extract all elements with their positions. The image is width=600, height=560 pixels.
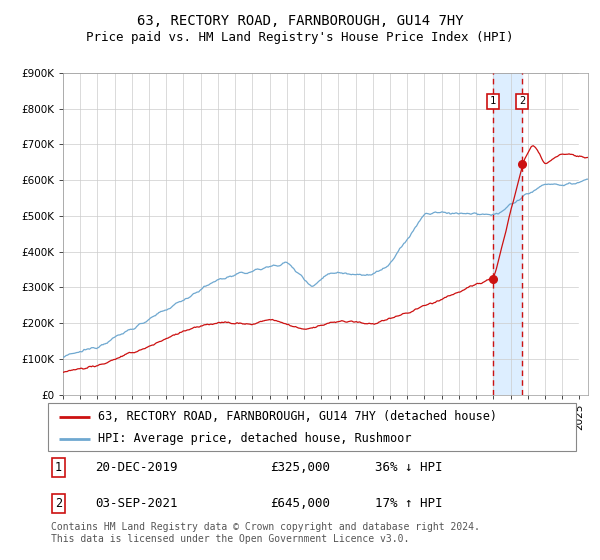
Bar [580,73,588,395]
Text: 20-DEC-2019: 20-DEC-2019 [95,461,178,474]
Text: 2: 2 [519,96,525,106]
Text: 1: 1 [55,461,62,474]
Text: £325,000: £325,000 [270,461,330,474]
Text: 1: 1 [490,96,496,106]
Text: 03-SEP-2021: 03-SEP-2021 [95,497,178,510]
Bar [493,73,522,395]
Text: £645,000: £645,000 [270,497,330,510]
FancyBboxPatch shape [48,403,576,451]
Text: Contains HM Land Registry data © Crown copyright and database right 2024.
This d: Contains HM Land Registry data © Crown c… [51,522,480,544]
Text: HPI: Average price, detached house, Rushmoor: HPI: Average price, detached house, Rush… [98,432,412,445]
Text: 2: 2 [55,497,62,510]
Text: 36% ↓ HPI: 36% ↓ HPI [376,461,443,474]
Text: Price paid vs. HM Land Registry's House Price Index (HPI): Price paid vs. HM Land Registry's House … [86,31,514,44]
Text: 63, RECTORY ROAD, FARNBOROUGH, GU14 7HY: 63, RECTORY ROAD, FARNBOROUGH, GU14 7HY [137,14,463,28]
Text: 17% ↑ HPI: 17% ↑ HPI [376,497,443,510]
Text: 63, RECTORY ROAD, FARNBOROUGH, GU14 7HY (detached house): 63, RECTORY ROAD, FARNBOROUGH, GU14 7HY … [98,410,497,423]
